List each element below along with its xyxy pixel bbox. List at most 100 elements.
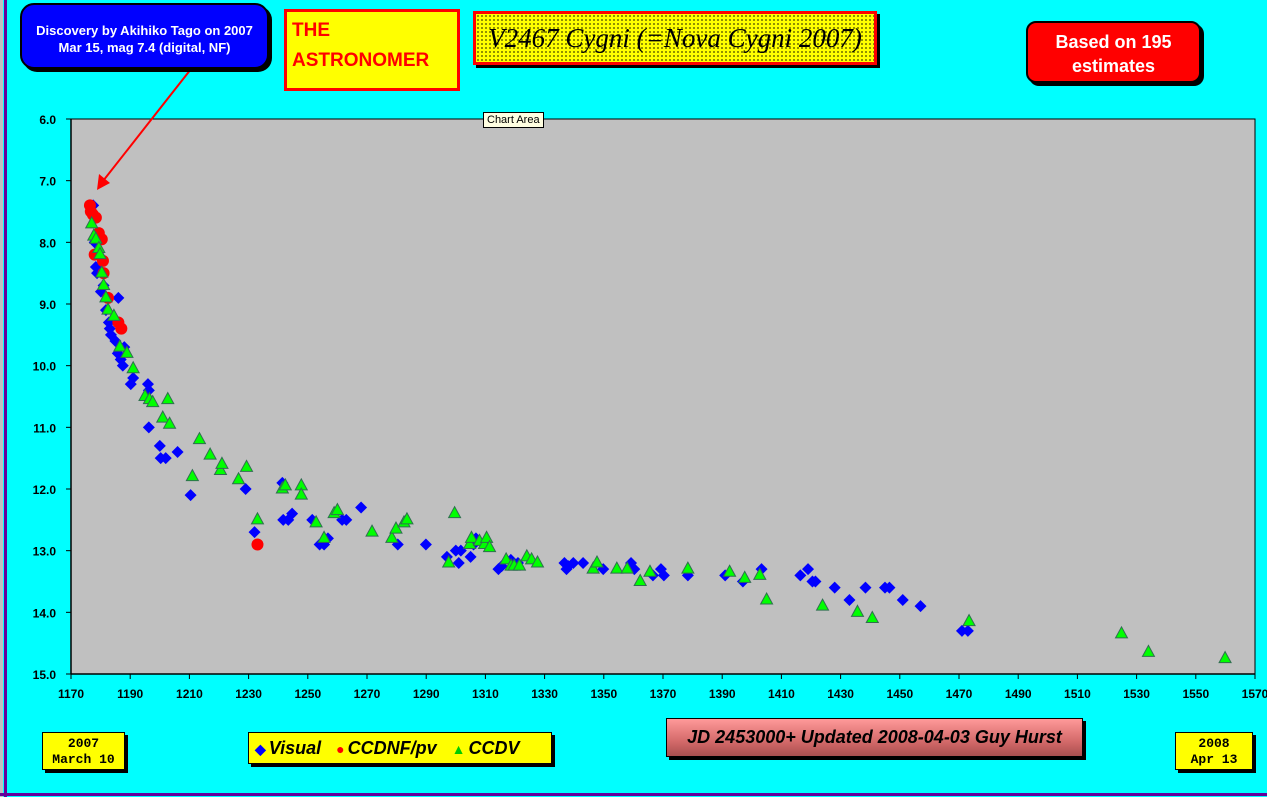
ccdv-point[interactable] (112, 339, 127, 352)
visual-point[interactable] (567, 557, 580, 569)
visual-point[interactable] (794, 569, 807, 582)
x-tick-label: 1210 (176, 687, 203, 701)
visual-point[interactable] (355, 501, 368, 514)
ccdv-point[interactable] (737, 570, 752, 583)
ccdv-point[interactable] (586, 561, 600, 574)
ccdv-point[interactable] (385, 530, 399, 543)
ccdv-point[interactable] (462, 536, 477, 549)
ccdv-point[interactable] (681, 561, 695, 574)
ccdv-point[interactable] (94, 265, 109, 278)
legend-ccdnf: CCDNF/pv (347, 738, 437, 758)
ccdv-point[interactable] (231, 471, 246, 485)
visual-point[interactable] (914, 600, 927, 613)
visual-point[interactable] (112, 291, 125, 304)
ccdv-point[interactable] (155, 410, 170, 423)
ccdv-point[interactable] (365, 524, 379, 537)
ccdv-point[interactable] (107, 308, 121, 321)
visual-point[interactable] (159, 452, 172, 465)
visual-point[interactable] (961, 624, 974, 637)
visual-point[interactable] (239, 483, 252, 495)
ccdv-point[interactable] (482, 539, 497, 553)
visual-point[interactable] (464, 550, 477, 563)
visual-point[interactable] (843, 594, 856, 606)
ccdv-point[interactable] (815, 598, 830, 611)
ccdv-point[interactable] (330, 502, 345, 516)
x-tick-label: 1490 (1005, 687, 1032, 701)
ccdv-point[interactable] (722, 564, 737, 577)
ccdnf-point[interactable] (251, 538, 264, 551)
ccdv-point[interactable] (479, 530, 494, 543)
ccdv-point[interactable] (759, 591, 774, 605)
ccdv-point[interactable] (250, 511, 265, 525)
visual-point[interactable] (116, 359, 129, 372)
visual-point[interactable] (802, 563, 815, 576)
visual-point[interactable] (828, 581, 841, 594)
x-tick-label: 1270 (354, 687, 381, 701)
ccdv-point[interactable] (93, 246, 107, 260)
visual-point[interactable] (809, 575, 822, 588)
visual-point[interactable] (127, 372, 140, 384)
ccdv-point[interactable] (633, 573, 648, 586)
ccdv-point[interactable] (850, 604, 865, 617)
ccdv-point[interactable] (84, 215, 99, 229)
ccdv-point[interactable] (962, 613, 976, 627)
ccdv-point[interactable] (609, 561, 624, 574)
visual-point[interactable] (340, 513, 353, 526)
ccdv-point[interactable] (317, 530, 331, 543)
ccdv-point[interactable] (620, 561, 635, 574)
ccdv-point[interactable] (643, 564, 657, 577)
ccdv-point[interactable] (99, 289, 113, 303)
ccdv-point[interactable] (162, 416, 177, 429)
ccdv-point[interactable] (89, 231, 103, 244)
ccdnf-point[interactable] (115, 322, 128, 335)
ccdv-point[interactable] (309, 514, 323, 528)
ccdv-point[interactable] (101, 302, 115, 315)
ccdv-point[interactable] (1141, 644, 1156, 657)
ccdv-point[interactable] (590, 554, 604, 568)
ccdv-point[interactable] (126, 360, 141, 374)
visual-point[interactable] (577, 557, 590, 569)
ccdv-point[interactable] (192, 431, 207, 445)
ccdv-point[interactable] (294, 487, 309, 500)
visual-point[interactable] (184, 489, 197, 502)
ccdv-point[interactable] (120, 345, 134, 358)
ccdv-point[interactable] (512, 558, 527, 571)
ccdv-point[interactable] (441, 554, 456, 568)
visual-point[interactable] (171, 446, 184, 458)
ccdv-point[interactable] (1114, 625, 1129, 639)
ccdv-point[interactable] (499, 551, 513, 565)
ccdv-point[interactable] (752, 567, 767, 580)
visual-point[interactable] (896, 594, 909, 606)
ccdv-point[interactable] (464, 530, 479, 543)
ccdv-point[interactable] (278, 477, 293, 491)
legend[interactable]: ◆ Visual ● CCDNF/pv ▲ CCDV (248, 732, 552, 764)
visual-point[interactable] (859, 581, 872, 594)
ccdv-point[interactable] (145, 394, 160, 408)
ccdv-point[interactable] (400, 511, 414, 525)
visual-point[interactable] (286, 507, 299, 520)
visual-point[interactable] (142, 421, 155, 434)
x-tick-label: 1570 (1242, 687, 1267, 701)
ccdv-point[interactable] (865, 610, 880, 623)
ccdv-point[interactable] (185, 468, 200, 482)
ccdv-point[interactable] (389, 521, 403, 534)
ccdv-point[interactable] (160, 391, 175, 405)
ccdv-point[interactable] (213, 462, 228, 475)
visual-point[interactable] (883, 581, 896, 594)
ccdv-point[interactable] (96, 277, 111, 290)
ccdv-point[interactable] (447, 505, 462, 519)
visual-point[interactable] (419, 538, 432, 551)
ccdv-point[interactable] (239, 459, 254, 472)
ccdv-point[interactable] (203, 447, 217, 460)
ccdv-point[interactable] (215, 456, 229, 469)
visual-point[interactable] (657, 569, 670, 582)
plot-area[interactable] (70, 118, 1256, 675)
y-tick-label: 11.0 (33, 421, 56, 435)
ccdv-point[interactable] (530, 554, 545, 568)
visual-point[interactable] (153, 439, 166, 452)
visual-point[interactable] (452, 557, 465, 569)
visual-point[interactable] (248, 526, 261, 539)
chart-area-tooltip: Chart Area (483, 112, 544, 128)
ccdv-point[interactable] (1218, 650, 1232, 664)
